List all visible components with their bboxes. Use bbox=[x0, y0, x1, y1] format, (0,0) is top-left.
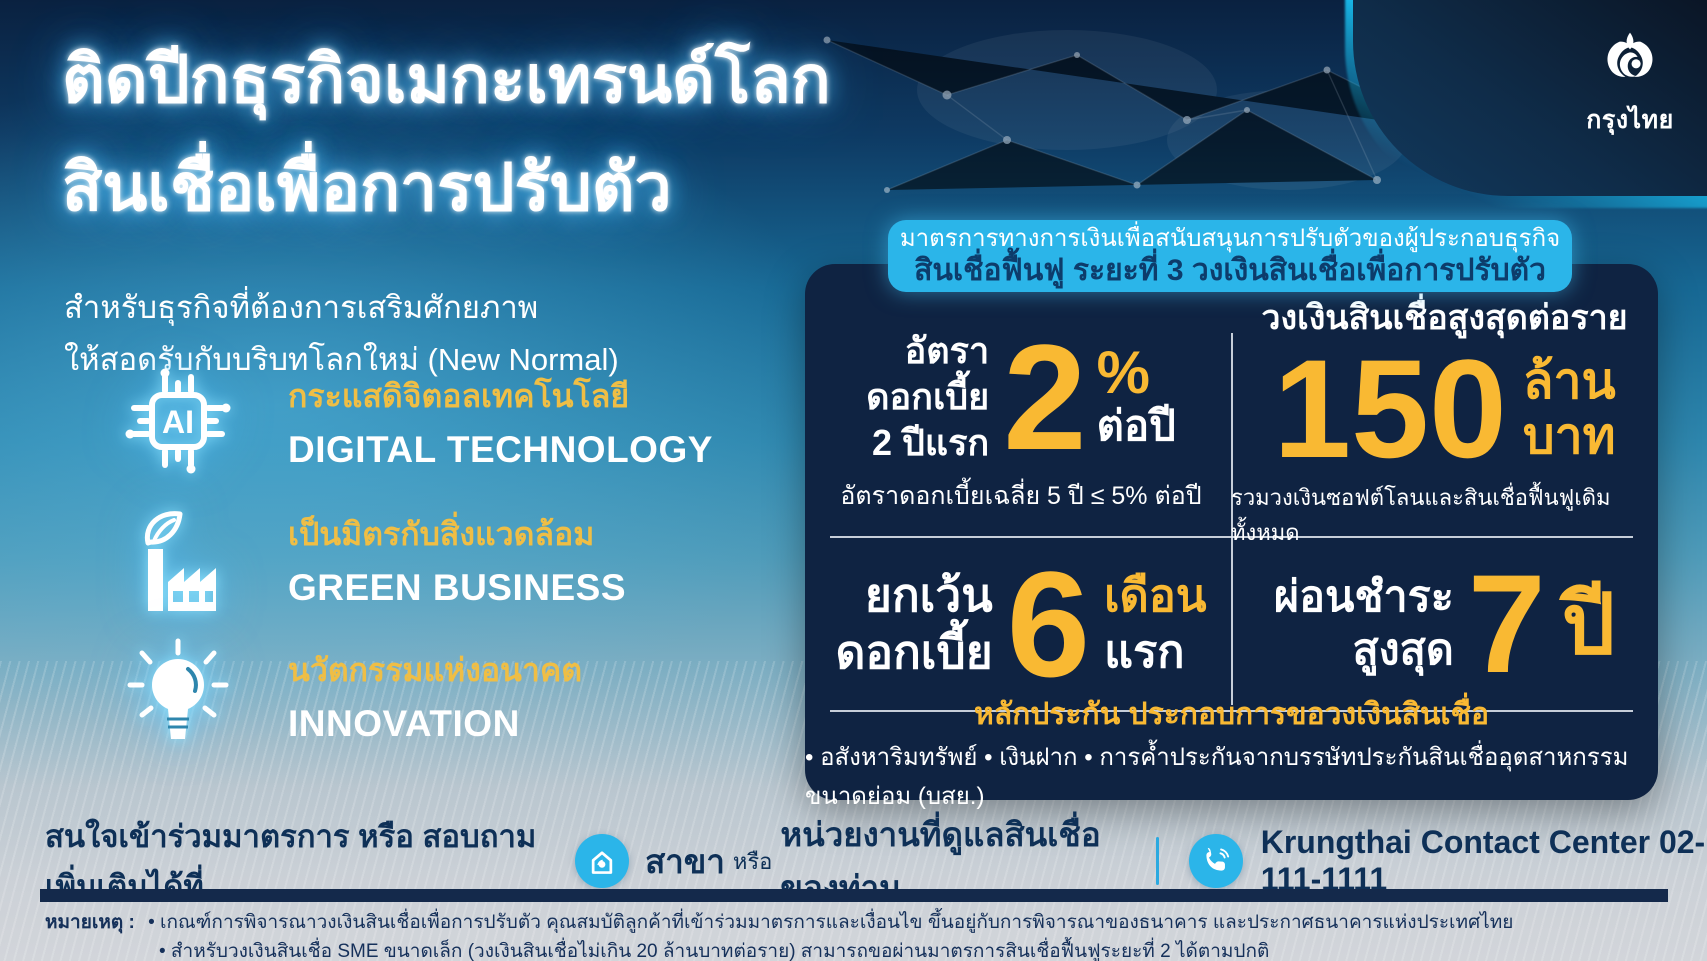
interest-label1: อัตรา bbox=[904, 330, 990, 371]
credit-line-unit-baht: บาท bbox=[1522, 408, 1616, 464]
grace-unit-first: แรก bbox=[1104, 626, 1185, 677]
branch-icon bbox=[575, 834, 630, 888]
grace-value: 6 bbox=[1006, 539, 1091, 708]
program-badge: มาตรการทางการเงินเพื่อสนับสนุนการปรับตัว… bbox=[888, 220, 1572, 292]
contact-branch-or: หรือ bbox=[732, 848, 773, 874]
svg-text:AI: AI bbox=[162, 404, 194, 440]
grace-labels: ยกเว้น ดอกเบี้ย bbox=[835, 567, 992, 681]
feature-th-label: กระแสดิจิตอลเทคโนโลยี bbox=[288, 378, 630, 414]
collateral-section: หลักประกัน ประกอบการขอวงเงินสินเชื่อ • อ… bbox=[805, 698, 1658, 810]
lightbulb-icon bbox=[127, 638, 229, 739]
grace-units: เดือน แรก bbox=[1104, 568, 1206, 680]
feature-digital-technology: AI กระแสดิจิตอลเทคโนโลยี DIGITAL TECHNOL… bbox=[118, 360, 713, 482]
footnote-line2: • สำหรับวงเงินสินเชื่อ SME ขนาดเล็ก (วงเ… bbox=[159, 941, 1270, 961]
interest-unit-peryear: ต่อปี bbox=[1096, 402, 1176, 449]
credit-line-value: 150 bbox=[1273, 330, 1507, 487]
footnote: หมายเหตุ : • เกณฑ์การพิจารณาวงเงินสินเชื… bbox=[45, 908, 1513, 961]
footnote-line1: หมายเหตุ : • เกณฑ์การพิจารณาวงเงินสินเชื… bbox=[45, 908, 1513, 937]
panel-horizontal-divider-2 bbox=[830, 710, 1633, 712]
credit-line-unit-million: ล้าน bbox=[1522, 353, 1616, 409]
grace-unit-months: เดือน bbox=[1104, 570, 1207, 621]
subtitle-line1: สำหรับธุรกิจที่ต้องการเสริมศักยภาพ bbox=[64, 290, 539, 325]
footnote-line1-text: • เกณฑ์การพิจารณาวงเงินสินเชื่อเพื่อการป… bbox=[148, 912, 1514, 933]
badge-line2: สินเชื่อฟื้นฟู ระยะที่ 3 วงเงินสินเชื่อเ… bbox=[914, 254, 1546, 287]
branch-house-icon bbox=[591, 851, 613, 874]
feature-th-label: เป็นมิตรกับสิ่งแวดล้อม bbox=[288, 516, 595, 552]
main-title-line2: สินเชื่อเพื่อการปรับตัว bbox=[62, 150, 672, 224]
badge-line1: มาตรการทางการเงินเพื่อสนับสนุนการปรับตัว… bbox=[899, 225, 1561, 252]
feature-labels: กระแสดิจิตอลเทคโนโลยี DIGITAL TECHNOLOGY bbox=[288, 371, 713, 471]
contact-center-label: Krungthai Contact Center 02-111-1111 bbox=[1260, 824, 1706, 897]
contact-prompt: สนใจเข้าร่วมมาตรการ หรือ สอบถามเพิ่มเติม… bbox=[45, 819, 537, 904]
tenor-unit-years: ปี bbox=[1561, 577, 1616, 671]
footer-separator-bar bbox=[40, 889, 1668, 902]
quadrant-grace-period: ยกเว้น ดอกเบี้ย 6 เดือน แรก bbox=[811, 537, 1231, 711]
main-title-line1: ติดปีกธุรกิจเมกะเทรนด์โลก bbox=[62, 42, 831, 116]
credit-line-units: ล้าน บาท bbox=[1523, 354, 1616, 464]
feature-en-label: DIGITAL TECHNOLOGY bbox=[288, 429, 713, 470]
interest-note: อัตราดอกเบี้ยเฉลี่ย 5 ปี ≤ 5% ต่อปี bbox=[840, 482, 1202, 510]
grace-label1: ยกเว้น bbox=[864, 569, 993, 621]
collateral-title: หลักประกัน ประกอบการขอวงเงินสินเชื่อ bbox=[973, 698, 1490, 731]
interest-label2: ดอกเบี้ย bbox=[866, 376, 990, 417]
krungthai-logo: กรุงไทย bbox=[1572, 22, 1688, 140]
interest-unit-percent: % bbox=[1096, 339, 1151, 406]
corner-dark-shape bbox=[1353, 0, 1707, 196]
logo-text: กรุงไทย bbox=[1586, 106, 1674, 134]
ai-chip-icon: AI bbox=[125, 368, 231, 474]
interest-value: 2 bbox=[1003, 312, 1087, 481]
interest-label3: 2 ปีแรก bbox=[872, 422, 990, 463]
tenor-label1: ผ่อนชำระ bbox=[1273, 573, 1454, 621]
krungthai-bird-icon bbox=[1607, 32, 1653, 77]
feature-en-label: GREEN BUSINESS bbox=[288, 567, 627, 608]
subtitle-line2: ให้สอดรับกับบริบทโลกใหม่ (New Normal) bbox=[64, 342, 619, 377]
interest-labels: อัตรา ดอกเบี้ย 2 ปีแรก bbox=[866, 328, 989, 466]
contact-bar: สนใจเข้าร่วมมาตรการ หรือ สอบถามเพิ่มเติม… bbox=[45, 816, 1707, 906]
credit-line-note: รวมวงเงินซอฟต์โลนและสินเชื่อฟื้นฟูเดิมทั… bbox=[1231, 485, 1611, 545]
tenor-value: 7 bbox=[1467, 545, 1546, 702]
footnote-label: หมายเหตุ : bbox=[45, 912, 135, 933]
quadrant-tenor: ผ่อนชำระ สูงสุด 7 ปี bbox=[1231, 537, 1658, 711]
grace-label2: ดอกเบี้ย bbox=[835, 626, 993, 678]
feature-innovation: นวัตกรรมแห่งอนาคต INNOVATION bbox=[118, 634, 582, 756]
phone-icon bbox=[1188, 834, 1243, 888]
feature-labels: นวัตกรรมแห่งอนาคต INNOVATION bbox=[288, 645, 582, 745]
network-map-decoration bbox=[823, 30, 1452, 193]
loan-terms-panel: อัตรา ดอกเบี้ย 2 ปีแรก 2 % ต่อปี อัตราดอ… bbox=[805, 264, 1658, 810]
tenor-label2: สูงสุด bbox=[1352, 626, 1454, 674]
tenor-labels: ผ่อนชำระ สูงสุด bbox=[1274, 571, 1454, 677]
green-factory-icon bbox=[144, 511, 216, 611]
phone-handset-icon bbox=[1206, 847, 1229, 871]
panel-vertical-divider bbox=[1231, 333, 1233, 705]
credit-line-title: วงเงินสินเชื่อสูงสุดต่อราย bbox=[1261, 299, 1628, 337]
quadrant-credit-line: วงเงินสินเชื่อสูงสุดต่อราย 150 ล้าน บาท … bbox=[1231, 299, 1658, 545]
interest-units: % ต่อปี bbox=[1096, 339, 1176, 450]
feature-en-label: INNOVATION bbox=[288, 703, 520, 744]
feature-th-label: นวัตกรรมแห่งอนาคต bbox=[288, 652, 583, 688]
collateral-items: • อสังหาริมทรัพย์ • เงินฝาก • การค้ำประก… bbox=[805, 744, 1629, 810]
quadrant-interest-rate: อัตรา ดอกเบี้ย 2 ปีแรก 2 % ต่อปี อัตราดอ… bbox=[811, 308, 1231, 536]
feature-labels: เป็นมิตรกับสิ่งแวดล้อม GREEN BUSINESS bbox=[288, 509, 626, 609]
contact-branch-part1: สาขา bbox=[645, 842, 725, 880]
contact-divider bbox=[1155, 837, 1159, 885]
feature-green-business: เป็นมิตรกับสิ่งแวดล้อม GREEN BUSINESS bbox=[118, 498, 626, 620]
panel-horizontal-divider-1 bbox=[830, 536, 1633, 538]
